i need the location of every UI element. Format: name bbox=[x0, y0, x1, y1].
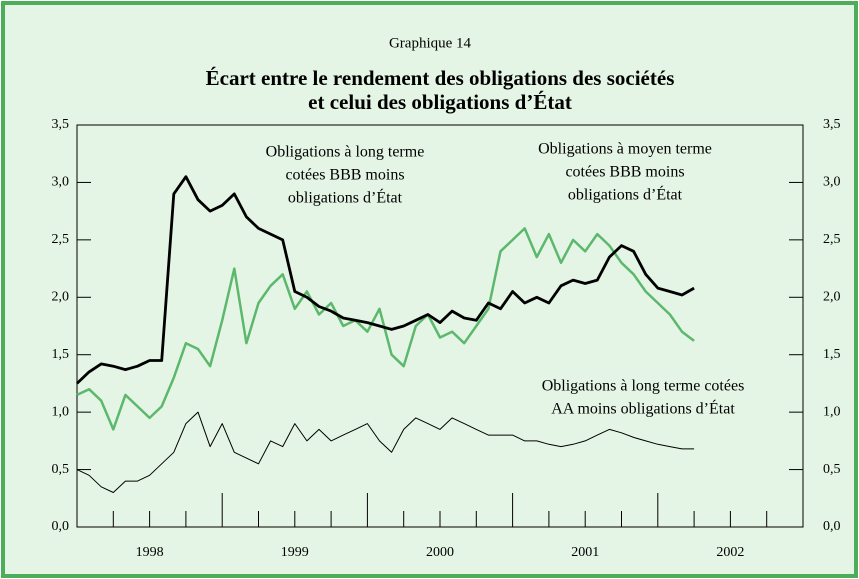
series-label: obligations d’État bbox=[568, 185, 683, 204]
series-label: cotées BBB moins bbox=[565, 164, 684, 181]
x-tick-label: 2001 bbox=[571, 545, 599, 560]
y2-tick-label: 2,0 bbox=[823, 290, 841, 305]
x-tick-label: 2000 bbox=[426, 545, 454, 560]
chart-title: Écart entre le rendement des obligations… bbox=[206, 66, 675, 90]
y2-tick-label: 3,5 bbox=[823, 117, 841, 132]
series-label: cotées BBB moins bbox=[285, 167, 404, 184]
x-tick-label: 1999 bbox=[281, 545, 309, 560]
series-label: AA moins obligations d’État bbox=[551, 399, 735, 418]
y-tick-label: 0,5 bbox=[52, 462, 70, 477]
y-tick-label: 0,0 bbox=[52, 519, 70, 534]
y2-tick-label: 2,5 bbox=[823, 232, 841, 247]
chart-kicker: Graphique 14 bbox=[389, 35, 472, 51]
y-tick-label: 1,0 bbox=[52, 404, 70, 419]
x-tick-label: 1998 bbox=[136, 545, 164, 560]
chart-title: et celui des obligations d’État bbox=[308, 90, 572, 114]
series-label: Obligations à long terme bbox=[266, 144, 425, 161]
y-tick-label: 1,5 bbox=[52, 347, 70, 362]
y2-tick-label: 1,5 bbox=[823, 347, 841, 362]
y-tick-label: 2,5 bbox=[52, 232, 70, 247]
x-tick-label: 2002 bbox=[716, 545, 744, 560]
series-line bbox=[76, 227, 695, 431]
series-label: Obligations à long terme cotées bbox=[542, 378, 745, 395]
y-tick-label: 3,5 bbox=[52, 117, 70, 132]
series-label: obligations d’État bbox=[288, 188, 403, 207]
y2-tick-label: 0,5 bbox=[823, 462, 841, 477]
series-line bbox=[76, 411, 695, 493]
series-label: Obligations à moyen terme bbox=[538, 141, 712, 158]
y-tick-label: 2,0 bbox=[52, 290, 70, 305]
y2-tick-label: 0,0 bbox=[823, 519, 841, 534]
y2-tick-label: 1,0 bbox=[823, 404, 841, 419]
y-tick-label: 3,0 bbox=[52, 175, 70, 190]
y2-tick-label: 3,0 bbox=[823, 175, 841, 190]
series-line bbox=[76, 175, 695, 385]
